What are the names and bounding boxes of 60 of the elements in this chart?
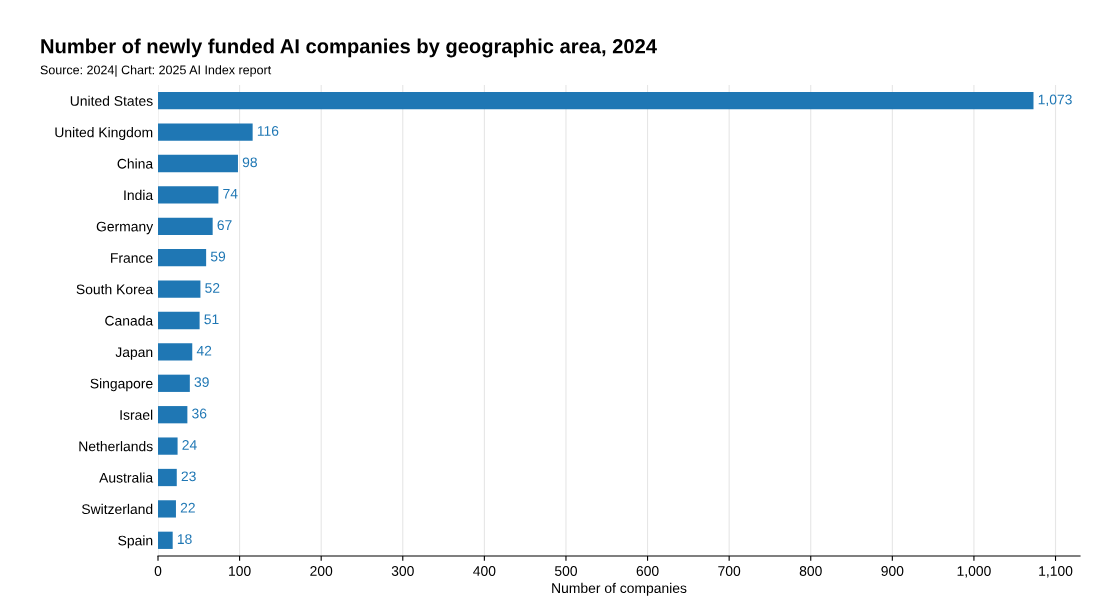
x-tick-label: 1,100: [1039, 566, 1073, 578]
data-label: 59: [210, 251, 226, 262]
x-tick-label: 0: [154, 566, 162, 576]
data-label: 74: [223, 188, 238, 199]
y-tick-label: United Kingdom: [55, 127, 153, 141]
data-label: 116: [257, 125, 279, 136]
y-tick-label: Australia: [99, 472, 154, 483]
x-tick-label: 300: [391, 566, 414, 576]
y-tick-label: Germany: [96, 221, 154, 235]
y-tick-label: South Korea: [76, 284, 154, 295]
bar: [158, 406, 188, 424]
data-label: 1,073: [1038, 94, 1072, 107]
x-tick-label: 400: [473, 566, 496, 576]
data-label: 39: [194, 377, 209, 388]
data-label: 51: [204, 314, 219, 325]
x-tick-label: 700: [718, 566, 741, 576]
data-label: 24: [182, 439, 197, 450]
bar: [158, 154, 238, 173]
y-tick-label: Israel: [120, 409, 153, 420]
x-tick-label: 600: [636, 566, 659, 576]
x-tick-label: 500: [554, 566, 578, 576]
y-tick-label: United States: [70, 95, 153, 106]
bar: [158, 186, 219, 204]
data-label: 98: [242, 157, 257, 168]
data-label: 52: [205, 282, 220, 293]
x-tick-label: 1,000: [957, 566, 991, 578]
bar: [158, 500, 176, 518]
bar: [158, 92, 1034, 110]
y-tick-label: France: [111, 253, 153, 263]
chart-title: Number of newly funded AI companies by geographic area, 2024: [41, 38, 657, 58]
x-axis-title: Number of companies: [552, 582, 687, 596]
bar: [158, 468, 177, 487]
y-tick-label: Japan: [115, 347, 153, 360]
bar: [158, 531, 173, 549]
x-tick-label: 900: [881, 566, 904, 576]
chart-subtitle: Source: 2024| Chart: 2025 AI Index report: [40, 65, 272, 77]
x-tick-label: 200: [310, 566, 333, 576]
bar: [158, 311, 200, 330]
y-tick-label: Singapore: [90, 378, 153, 392]
bar: [158, 123, 253, 141]
bar: [158, 374, 190, 392]
bar: [158, 249, 207, 267]
data-label: 18: [177, 534, 192, 545]
bar: [158, 280, 201, 298]
x-tick-label: 800: [799, 566, 822, 576]
data-label: 23: [181, 471, 196, 482]
y-tick-label: Switzerland: [81, 503, 153, 515]
data-label: 22: [180, 502, 195, 513]
y-tick-label: Spain: [118, 535, 153, 549]
bar: [158, 217, 213, 235]
data-label: 67: [217, 220, 232, 231]
y-tick-label: China: [117, 158, 154, 169]
x-tick-label: 100: [229, 566, 251, 576]
y-tick-label: Netherlands: [79, 441, 153, 452]
data-label: 42: [196, 345, 212, 356]
bar: [158, 343, 193, 361]
data-label: 36: [192, 408, 207, 419]
y-tick-label: India: [124, 189, 154, 201]
y-tick-label: Canada: [105, 315, 154, 326]
bar: [158, 437, 178, 455]
